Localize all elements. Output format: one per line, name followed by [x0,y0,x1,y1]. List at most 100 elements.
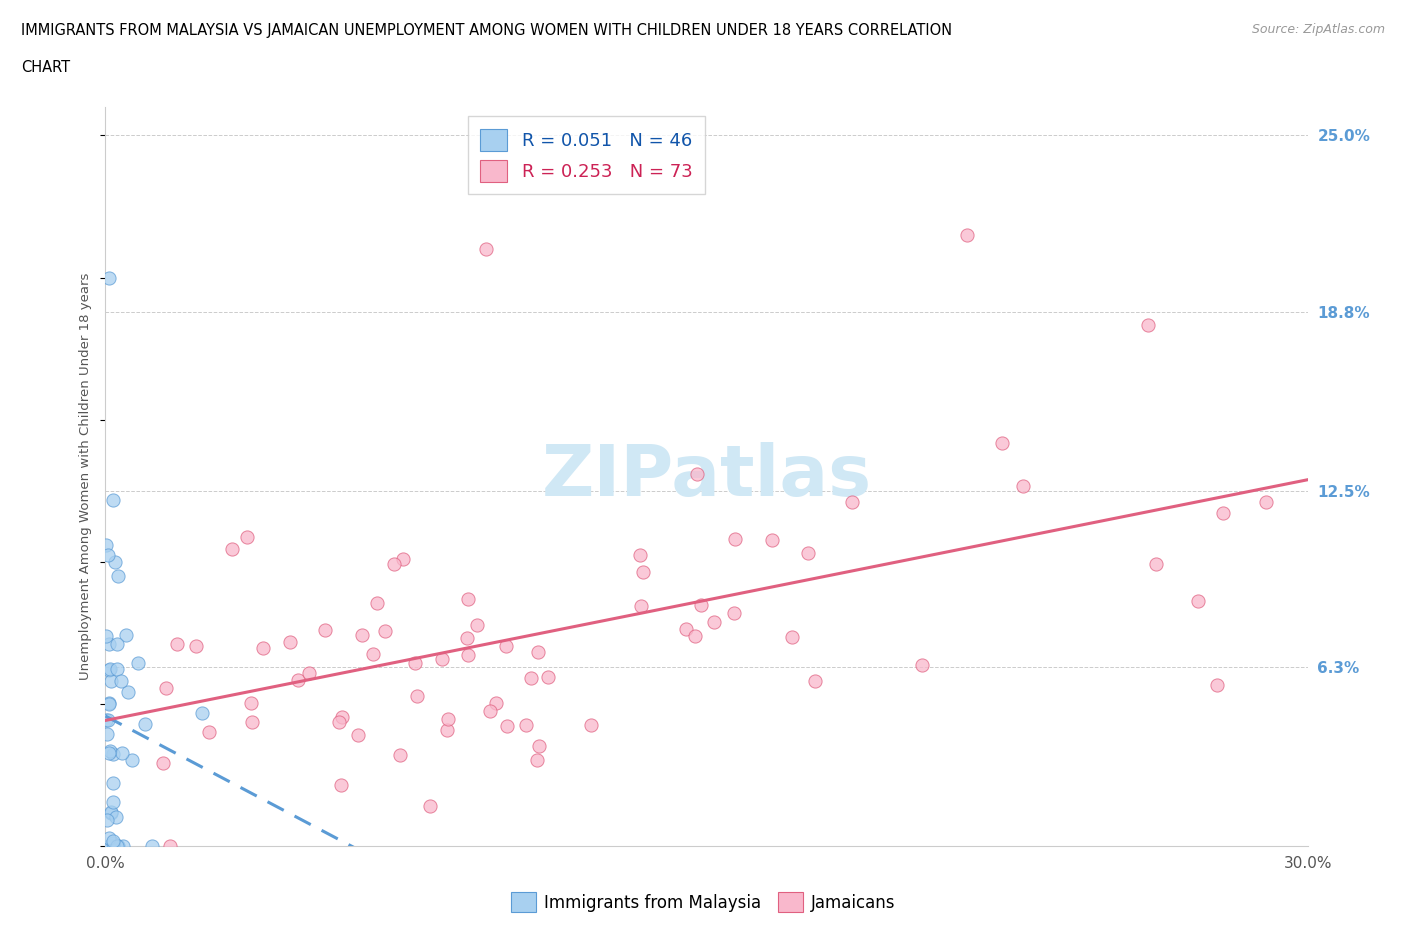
Point [114,628,136,643]
Point [155,681,177,696]
Point [520,671,543,685]
Point [796,545,818,560]
Point [96,538,118,552]
Text: IMMIGRANTS FROM MALAYSIA VS JAMAICAN UNEMPLOYMENT AMONG WOMEN WITH CHILDREN UNDE: IMMIGRANTS FROM MALAYSIA VS JAMAICAN UNE… [21,23,952,38]
Point [101,747,124,762]
Point [631,565,654,579]
Point [1256,495,1278,510]
Text: Source: ZipAtlas.com: Source: ZipAtlas.com [1251,23,1385,36]
Point [1136,318,1159,333]
Point [675,622,697,637]
Point [97,663,120,678]
Point [121,753,143,768]
Point [374,623,396,638]
Point [382,556,405,571]
Point [101,794,124,809]
Point [703,615,725,630]
Point [579,718,602,733]
Point [527,644,550,659]
Point [841,495,863,510]
Point [98,746,121,761]
Point [98,661,121,676]
Legend: Immigrants from Malaysia, Jamaicans: Immigrants from Malaysia, Jamaicans [503,885,903,919]
Point [240,714,263,729]
Point [103,833,125,848]
Point [159,839,181,854]
Point [98,637,121,652]
Point [690,598,713,613]
Point [96,727,118,742]
Point [803,674,825,689]
Point [328,714,350,729]
Point [628,548,651,563]
Point [1212,506,1234,521]
Point [278,634,301,649]
Point [686,467,709,482]
Point [478,703,501,718]
Point [437,711,460,726]
Point [392,551,415,566]
Point [107,839,129,854]
Point [457,647,479,662]
Point [152,755,174,770]
Point [105,662,128,677]
Point [96,712,118,727]
Point [100,673,122,688]
Point [526,752,548,767]
Point [406,689,429,704]
Point [107,637,129,652]
Point [723,605,745,620]
Point [111,839,134,854]
Point [98,744,121,759]
Point [683,629,706,644]
Point [190,706,212,721]
Point [166,636,188,651]
Point [457,591,479,606]
Point [100,805,122,820]
Point [465,618,488,632]
Point [98,696,121,711]
Point [103,493,125,508]
Point [98,839,121,854]
Point [298,665,321,680]
Point [366,595,388,610]
Point [724,531,747,546]
Point [101,839,124,854]
Point [990,435,1012,450]
Point [104,555,127,570]
Point [630,598,652,613]
Text: ZIPatlas: ZIPatlas [541,442,872,512]
Point [236,529,259,544]
Point [100,839,122,854]
Point [103,776,125,790]
Point [314,622,336,637]
Point [419,798,441,813]
Point [98,270,121,285]
Point [97,548,120,563]
Y-axis label: Unemployment Among Women with Children Under 18 years: Unemployment Among Women with Children U… [79,272,93,681]
Point [94,629,117,644]
Point [127,656,149,671]
Point [475,242,498,257]
Point [252,641,274,656]
Point [100,805,122,820]
Point [96,813,118,828]
Legend: R = 0.051   N = 46, R = 0.253   N = 73: R = 0.051 N = 46, R = 0.253 N = 73 [468,116,704,194]
Point [240,695,263,710]
Point [361,646,384,661]
Point [1012,479,1035,494]
Point [98,830,121,845]
Point [456,631,478,645]
Point [330,710,353,724]
Point [780,630,803,644]
Point [537,670,560,684]
Point [432,652,454,667]
Point [107,568,129,583]
Point [761,533,783,548]
Point [104,810,127,825]
Point [107,839,129,854]
Point [287,673,309,688]
Text: CHART: CHART [21,60,70,75]
Point [221,541,243,556]
Point [98,697,121,711]
